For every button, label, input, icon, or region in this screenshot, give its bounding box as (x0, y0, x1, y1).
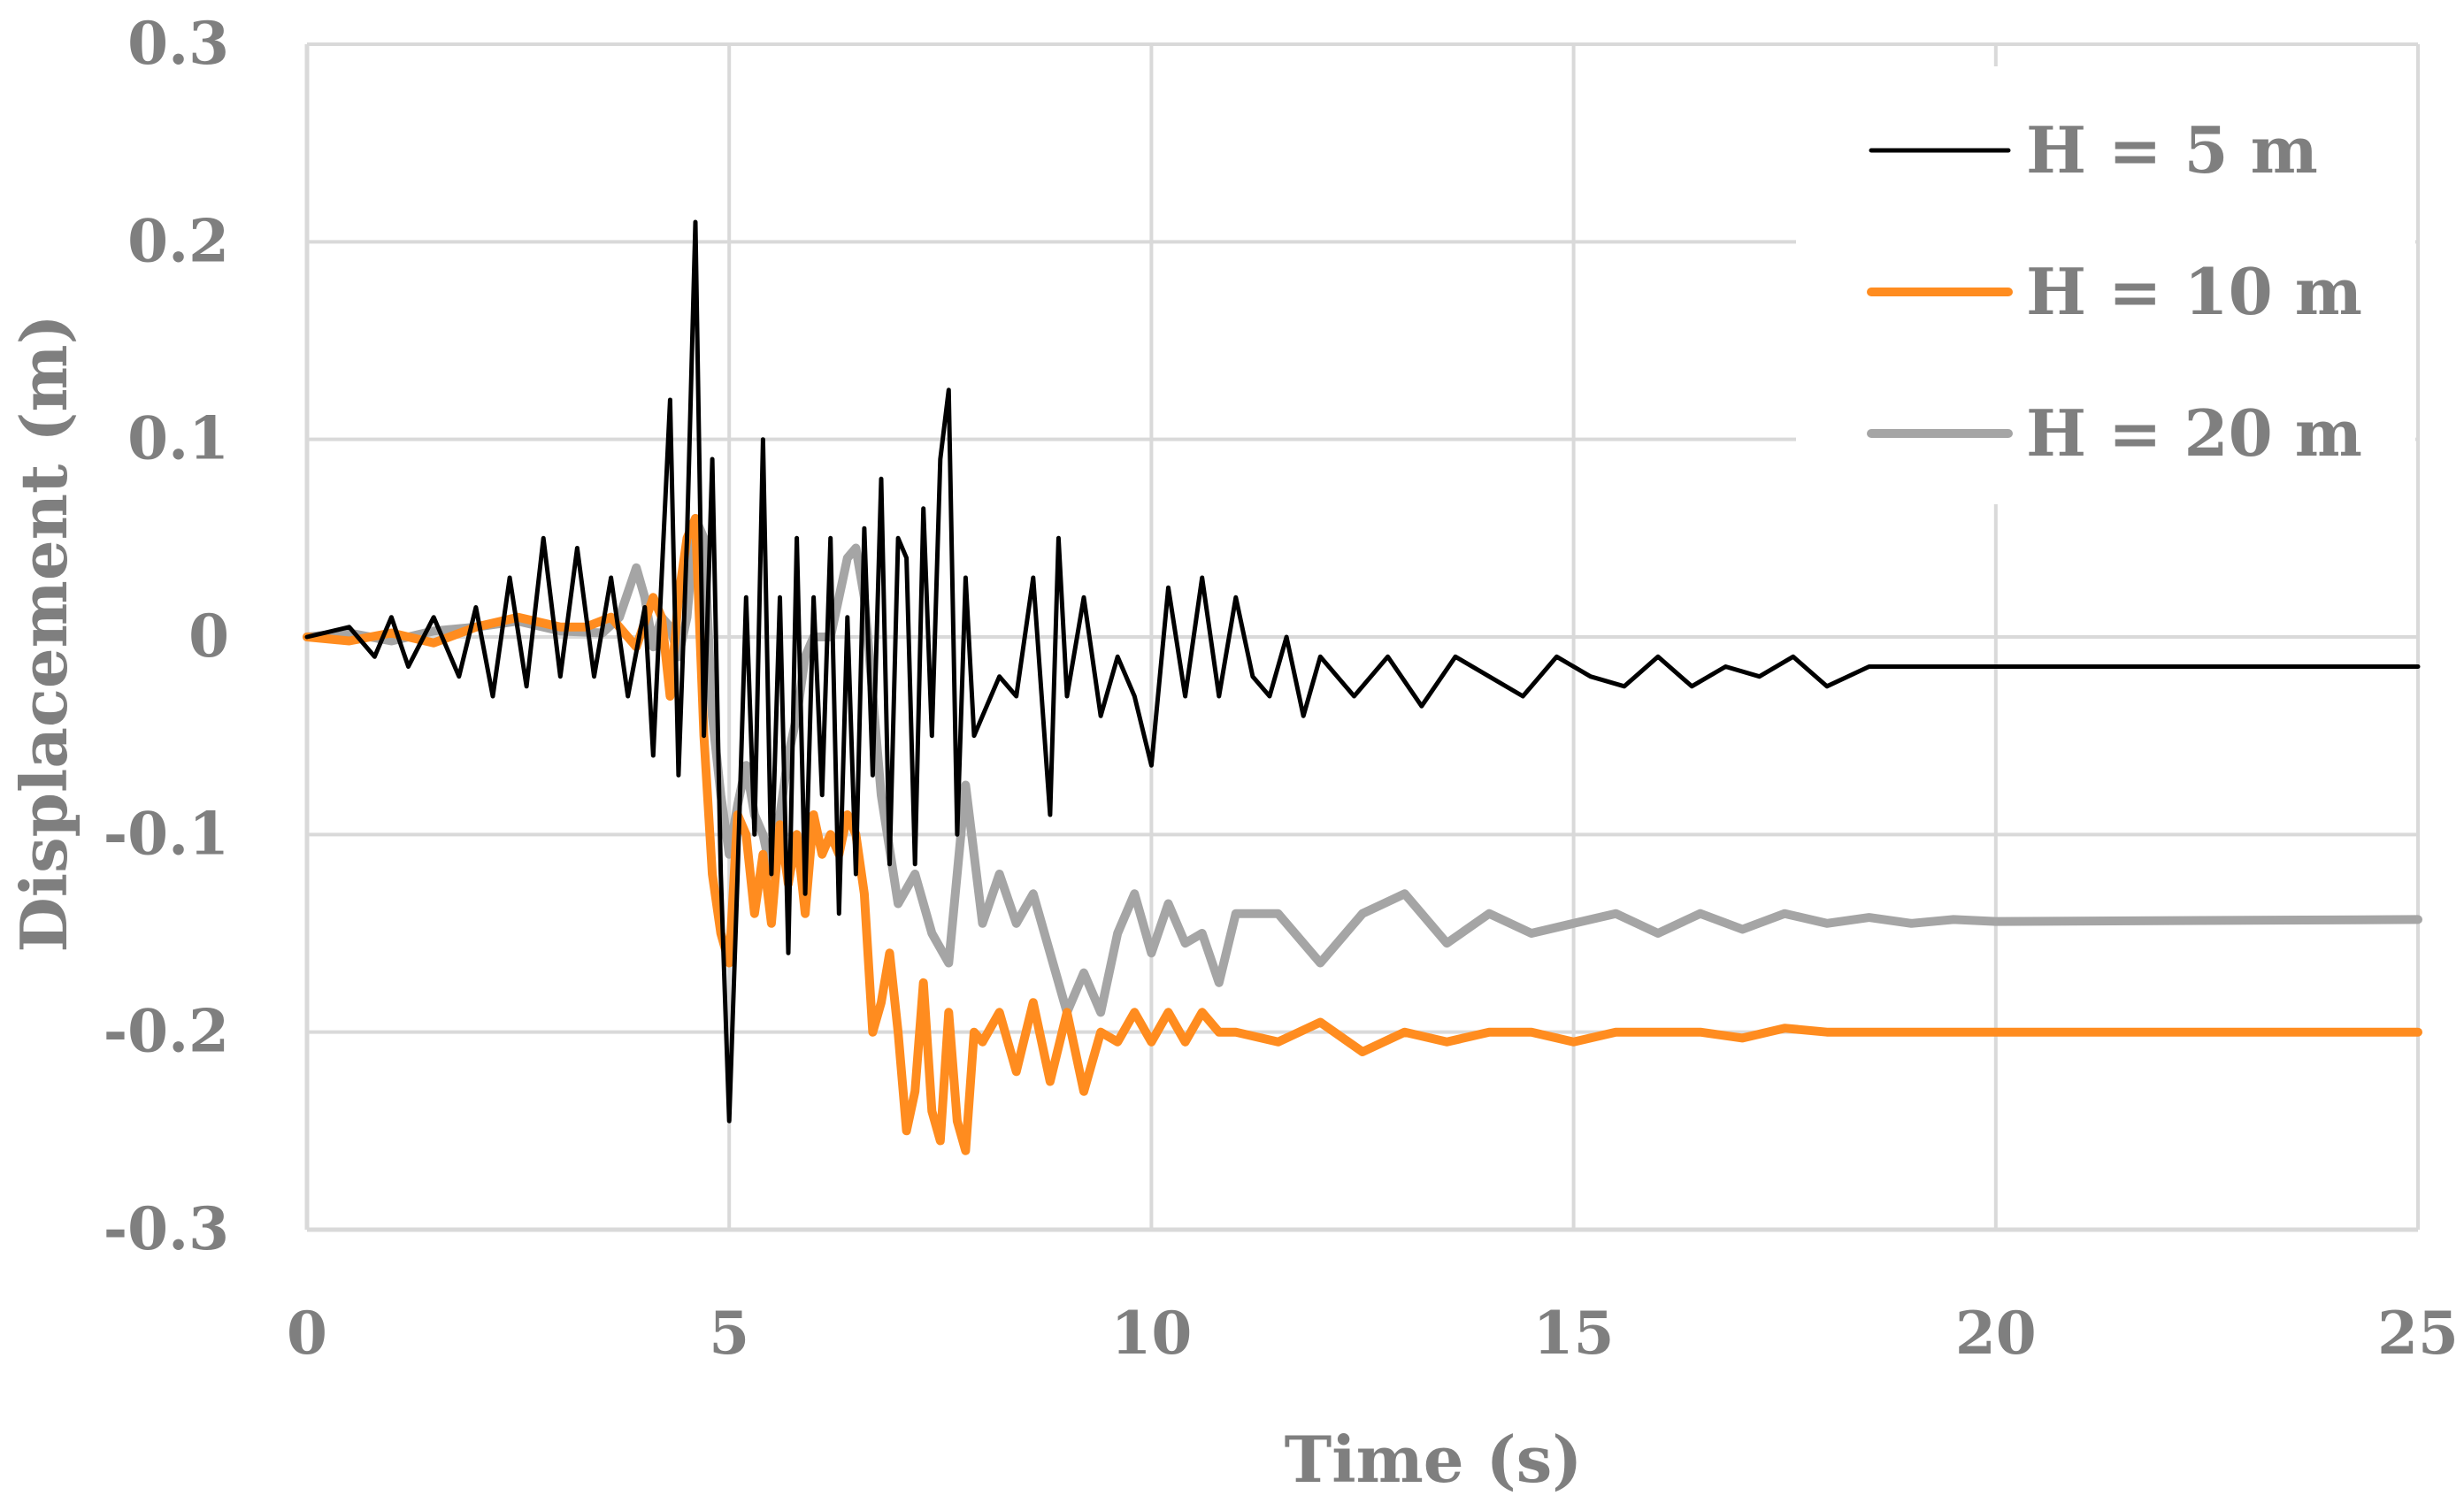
x-tick-label: 0 (287, 1299, 327, 1368)
y-tick-label: -0.1 (104, 799, 229, 868)
y-axis-title: Displacement (m) (6, 314, 81, 952)
legend-label: H = 10 m (2026, 254, 2362, 329)
y-tick-label: 0.2 (127, 206, 229, 275)
x-tick-label: 15 (1533, 1299, 1615, 1368)
y-tick-label: 0.1 (127, 404, 229, 473)
tick-labels: 0.3 0.2 0.1 0 -0.1 -0.2 -0.3 0 5 10 15 20 25 (104, 9, 2459, 1368)
series-lines (303, 219, 2422, 1155)
x-axis-title: Time (s) (1285, 1422, 1583, 1497)
series-line-1 (304, 219, 2421, 1124)
y-tick-label: 0 (188, 602, 229, 671)
y-tick-label: -0.2 (104, 997, 229, 1066)
y-tick-label: -0.3 (104, 1194, 229, 1263)
x-tick-label: 25 (2377, 1299, 2459, 1368)
x-tick-label: 5 (709, 1299, 749, 1368)
legend-label: H = 20 m (2026, 395, 2362, 471)
legend-label: H = 5 m (2026, 112, 2318, 188)
legend: H = 5 m H = 10 m H = 20 m (1796, 66, 2415, 504)
y-tick-label: 0.3 (127, 9, 229, 78)
series-line-3 (303, 514, 2422, 1017)
x-tick-label: 20 (1955, 1299, 2037, 1368)
x-tick-label: 10 (1110, 1299, 1192, 1368)
